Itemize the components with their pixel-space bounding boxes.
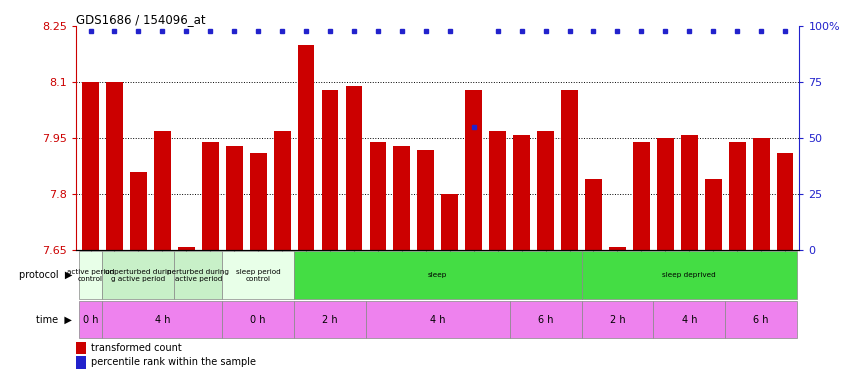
Bar [681,135,698,250]
Bar [82,82,99,251]
Bar [489,131,506,251]
Bar [514,135,530,250]
Bar [728,142,745,250]
Bar [79,301,102,338]
Text: 4 h: 4 h [682,315,697,325]
Bar [294,251,581,300]
Text: 4 h: 4 h [155,315,170,325]
Bar [370,142,387,250]
Text: transformed count: transformed count [91,343,181,353]
Text: time  ▶: time ▶ [36,315,72,325]
Bar [250,153,266,251]
Bar [321,90,338,251]
Text: unperturbed durin
g active period: unperturbed durin g active period [105,269,172,282]
Text: sleep: sleep [428,272,448,278]
Bar [202,142,218,250]
Bar [581,251,797,300]
Bar [346,86,362,251]
Bar [653,301,725,338]
Bar [537,131,554,251]
Bar [106,82,123,251]
Text: sleep deprived: sleep deprived [662,272,717,278]
Bar [581,301,653,338]
Text: 2 h: 2 h [322,315,338,325]
Bar [222,301,294,338]
Text: 2 h: 2 h [610,315,625,325]
Bar [76,342,85,354]
Bar [725,301,797,338]
Text: 6 h: 6 h [538,315,553,325]
Bar [442,194,459,250]
Bar [79,251,102,300]
Bar [130,172,147,250]
Bar [705,179,722,251]
Text: protocol  ▶: protocol ▶ [19,270,72,280]
Text: percentile rank within the sample: percentile rank within the sample [91,357,255,367]
Text: 6 h: 6 h [754,315,769,325]
Bar [102,251,174,300]
Bar [76,356,85,369]
Bar [465,90,482,251]
Bar [585,179,602,251]
Bar [226,146,243,250]
Text: 0 h: 0 h [250,315,266,325]
Bar [609,247,626,250]
Bar [274,131,290,251]
Bar [509,301,581,338]
Text: sleep period
control: sleep period control [236,269,281,282]
Text: GDS1686 / 154096_at: GDS1686 / 154096_at [76,13,206,26]
Text: 0 h: 0 h [83,315,98,325]
Bar [657,138,673,250]
Bar [633,142,650,250]
Bar [417,150,434,250]
Bar [178,247,195,250]
Bar [102,301,222,338]
Bar [294,301,366,338]
Bar [561,90,578,251]
Bar [393,146,410,250]
Text: 4 h: 4 h [430,315,446,325]
Text: active period
control: active period control [67,269,114,282]
Bar [154,131,171,251]
Bar [753,138,770,250]
Bar [777,153,794,251]
Bar [366,301,509,338]
Bar [222,251,294,300]
Bar [174,251,222,300]
Bar [298,45,315,251]
Text: perturbed during
active period: perturbed during active period [168,269,229,282]
